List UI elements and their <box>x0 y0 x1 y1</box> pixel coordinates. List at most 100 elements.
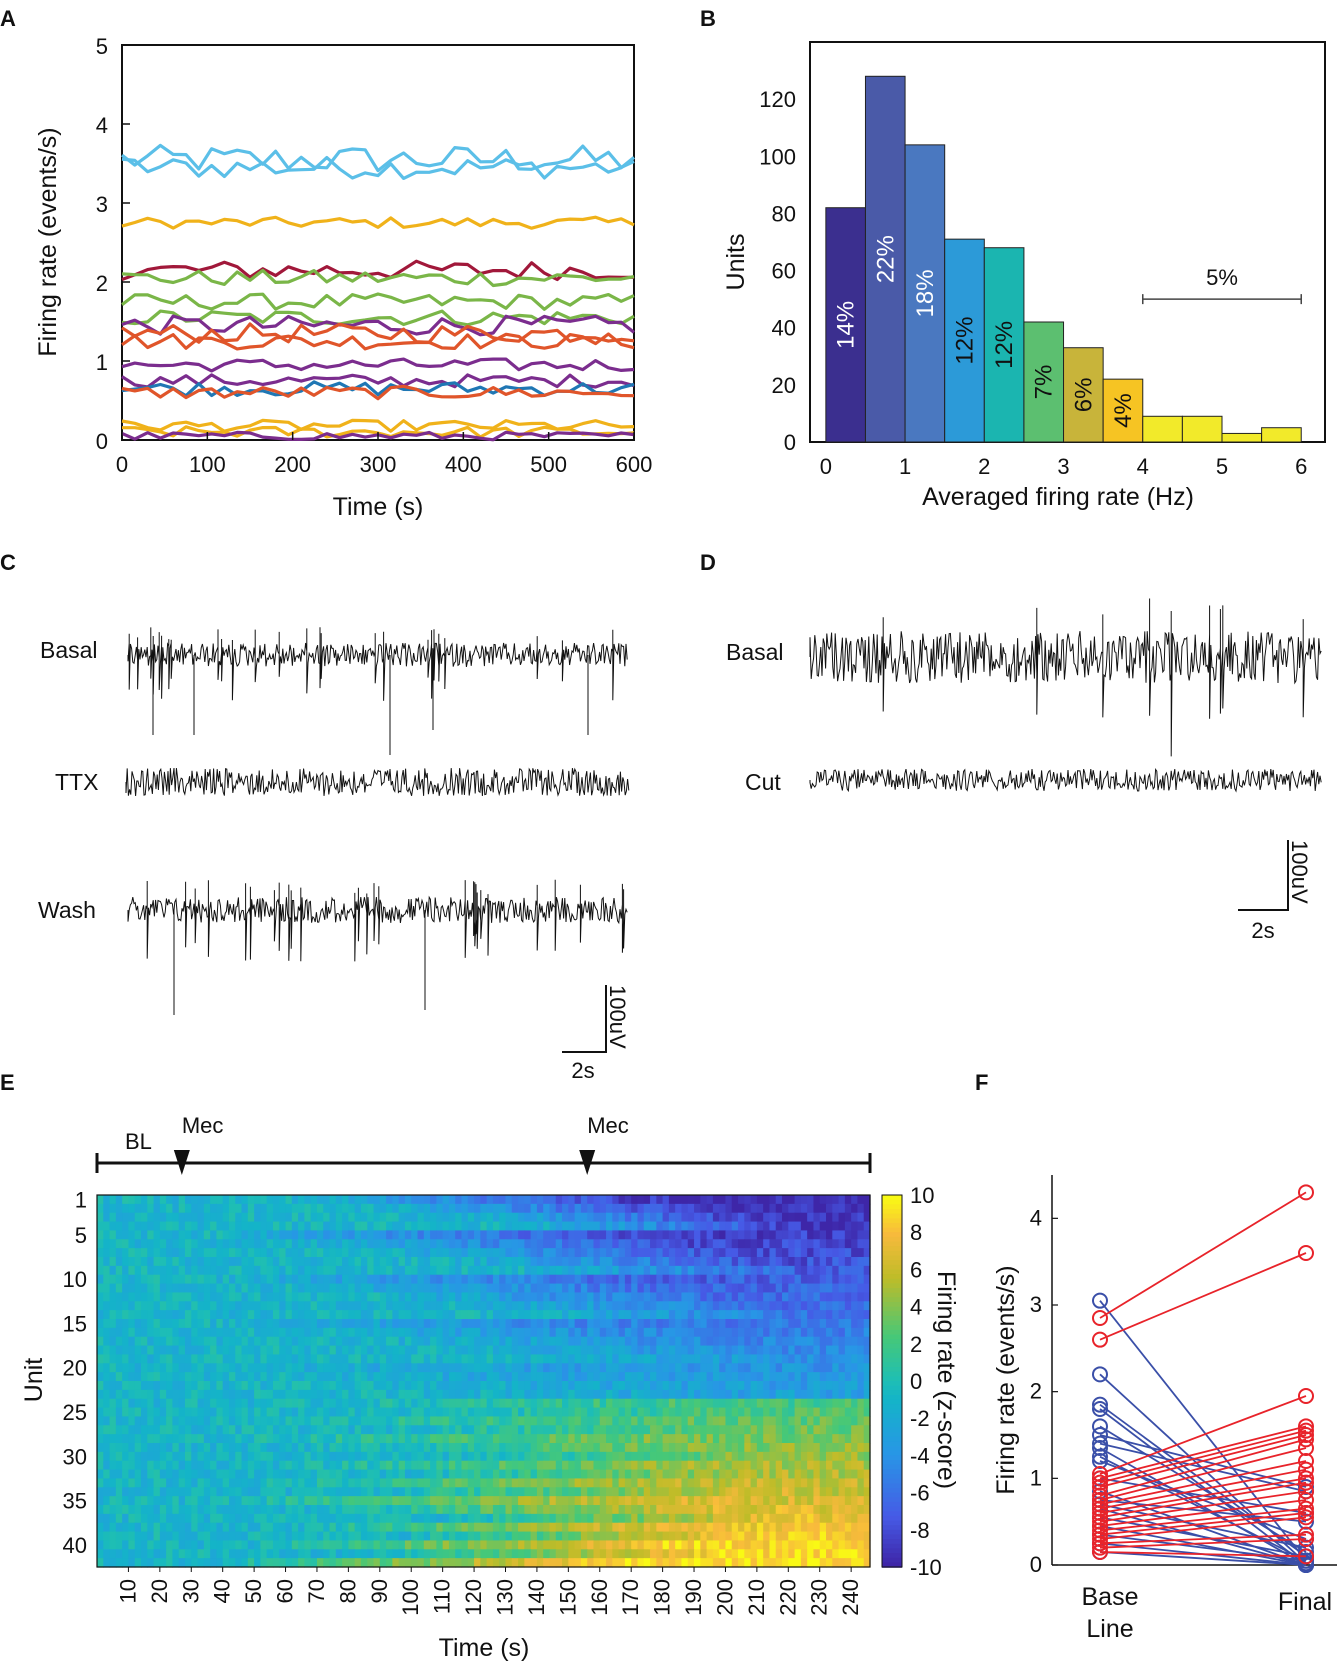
heatmap-cell <box>103 1221 111 1232</box>
heatmap-cell <box>436 1389 444 1400</box>
heatmap-cell <box>247 1434 255 1444</box>
heatmap-cell <box>524 1389 532 1400</box>
heatmap-cell <box>555 1478 563 1488</box>
heatmap-cell <box>844 1301 852 1311</box>
panel-b-bar-label: 18% <box>912 269 939 317</box>
heatmap-cell <box>122 1487 130 1497</box>
heatmap-cell <box>643 1443 651 1453</box>
heatmap-cell <box>184 1327 192 1338</box>
heatmap-cell <box>769 1522 777 1533</box>
heatmap-cell <box>819 1319 827 1329</box>
heatmap-cell <box>624 1363 632 1373</box>
heatmap-cell <box>518 1354 525 1364</box>
heatmap-cell <box>706 1310 714 1320</box>
heatmap-cell <box>304 1292 312 1302</box>
heatmap-cell <box>492 1389 500 1400</box>
heatmap-cell <box>197 1274 205 1285</box>
heatmap-cell <box>398 1319 406 1329</box>
heatmap-cell <box>744 1398 752 1409</box>
heatmap-cell <box>819 1434 827 1444</box>
heatmap-cell <box>838 1425 846 1435</box>
heatmap-cell <box>316 1425 324 1435</box>
heatmap-cell <box>744 1239 752 1249</box>
heatmap-cell <box>543 1301 551 1311</box>
heatmap-cell <box>744 1505 752 1515</box>
heatmap-cell <box>624 1478 632 1488</box>
heatmap-cell <box>147 1310 155 1320</box>
heatmap-cell <box>216 1513 224 1524</box>
heatmap-cell <box>210 1487 217 1497</box>
heatmap-cell <box>241 1469 249 1480</box>
heatmap-cell <box>612 1416 620 1426</box>
heatmap-cell <box>411 1531 419 1542</box>
heatmap-cell <box>631 1283 639 1294</box>
heatmap-cell <box>147 1354 155 1364</box>
heatmap-cell <box>857 1505 865 1515</box>
heatmap-cell <box>794 1487 802 1497</box>
heatmap-cell <box>304 1221 312 1232</box>
heatmap-cell <box>863 1230 871 1240</box>
heatmap-cell <box>624 1301 632 1311</box>
heatmap-cell <box>134 1221 142 1232</box>
heatmap-cell <box>342 1540 349 1550</box>
panel-a-xtick-label: 600 <box>616 452 653 477</box>
heatmap-cell <box>681 1434 689 1444</box>
heatmap-cell <box>310 1257 318 1267</box>
heatmap-cell <box>254 1221 261 1232</box>
heatmap-cell <box>826 1203 833 1214</box>
heatmap-cell <box>430 1310 437 1320</box>
heatmap-cell <box>109 1416 117 1426</box>
heatmap-cell <box>122 1416 130 1426</box>
heatmap-cell <box>712 1398 720 1409</box>
heatmap-cell <box>260 1265 268 1276</box>
heatmap-cell <box>291 1257 299 1267</box>
heatmap-cell <box>763 1327 771 1338</box>
heatmap-cell <box>744 1283 752 1294</box>
heatmap-cell <box>637 1496 645 1506</box>
heatmap-cell <box>712 1203 720 1214</box>
heatmap-cell <box>184 1257 192 1267</box>
heatmap-cell <box>222 1372 230 1382</box>
heatmap-cell <box>687 1265 695 1276</box>
heatmap-cell <box>480 1540 488 1550</box>
heatmap-cell <box>216 1531 224 1542</box>
heatmap-cell <box>216 1381 224 1391</box>
heatmap-cell <box>97 1212 104 1223</box>
heatmap-cell <box>448 1354 456 1364</box>
heatmap-cell <box>436 1513 444 1524</box>
heatmap-cell <box>631 1469 639 1480</box>
heatmap-cell <box>681 1425 689 1435</box>
heatmap-cell <box>574 1407 582 1418</box>
heatmap-cell <box>184 1265 192 1276</box>
heatmap-cell <box>216 1221 224 1232</box>
heatmap-cell <box>191 1327 199 1338</box>
heatmap-cell <box>763 1372 771 1382</box>
heatmap-cell <box>593 1407 601 1418</box>
heatmap-cell <box>782 1345 789 1356</box>
heatmap-cell <box>373 1460 381 1471</box>
heatmap-cell <box>304 1425 312 1435</box>
heatmap-cell <box>712 1230 720 1240</box>
heatmap-cell <box>681 1496 689 1506</box>
heatmap-cell <box>153 1460 161 1471</box>
heatmap-cell <box>624 1451 632 1462</box>
heatmap-cell <box>411 1221 419 1232</box>
heatmap-cell <box>800 1239 808 1249</box>
heatmap-cell <box>700 1478 708 1488</box>
heatmap-cell <box>530 1257 538 1267</box>
heatmap-cell <box>549 1425 557 1435</box>
heatmap-cell <box>800 1212 808 1223</box>
heatmap-cell <box>291 1531 299 1542</box>
heatmap-cell <box>430 1478 437 1488</box>
heatmap-cell <box>643 1398 651 1409</box>
heatmap-cell <box>763 1531 771 1542</box>
heatmap-cell <box>712 1274 720 1285</box>
heatmap-cell <box>775 1319 783 1329</box>
heatmap-cell <box>505 1336 513 1347</box>
heatmap-cell <box>254 1487 261 1497</box>
heatmap-cell <box>291 1416 299 1426</box>
heatmap-cell <box>731 1310 739 1320</box>
panel-b-xtick-label: 3 <box>1057 454 1069 479</box>
heatmap-cell <box>530 1265 538 1276</box>
heatmap-cell <box>662 1372 670 1382</box>
